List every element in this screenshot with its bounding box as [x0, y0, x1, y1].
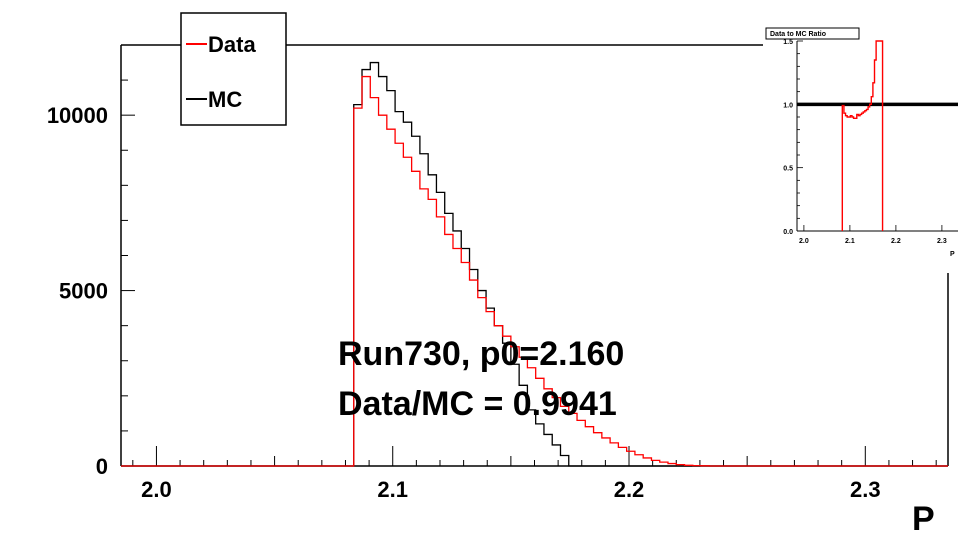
legend-label-mc: MC — [208, 87, 242, 112]
inset-title-box — [765, 27, 860, 40]
inset-x-axis-title: P — [950, 251, 955, 258]
inset-y-tick-label: 0.0 — [783, 229, 793, 236]
inset-background — [763, 25, 958, 273]
inset-title: Data to MC Ratio — [770, 31, 826, 38]
inset-y-tick-label: 0.5 — [783, 166, 793, 173]
x-tick-label: 2.1 — [377, 477, 408, 502]
inset-x-ticks: 2.0 2.1 2.2 2.3 — [799, 225, 947, 245]
inset-ratio-curve — [841, 40, 884, 231]
inset-x-tick-label: 2.1 — [845, 238, 855, 245]
inset-x-tick-label: 2.3 — [937, 238, 947, 245]
y-ticks: 0 5000 10000 — [47, 44, 135, 479]
inset-ratio-plot: Data to MC Ratio 0.00.51.01.5 2.0 2.1 2.2 2… — [763, 25, 958, 273]
series-data-histogram — [121, 75, 948, 467]
series-layer — [121, 61, 948, 467]
inset-x-tick-label: 2.2 — [891, 238, 901, 245]
legend: Data MC — [180, 12, 287, 126]
annotation-ratio: Data/MC = 0.9941 — [338, 385, 617, 423]
x-tick-label: 2.3 — [850, 477, 881, 502]
inset-ratio-layer — [841, 40, 884, 231]
inset-y-tick-label: 1.0 — [783, 102, 793, 109]
annotation-run: Run730, p0=2.160 — [338, 335, 624, 373]
inset-y-ticks: 0.0 0.5 1.0 1.5 — [783, 39, 803, 236]
x-tick-label: 2.0 — [141, 477, 172, 502]
y-tick-label: 10000 — [47, 103, 108, 128]
inset-x-tick-label: 2.0 — [799, 238, 809, 245]
y-tick-label: 0 — [96, 454, 108, 479]
y-tick-label: 5000 — [59, 279, 108, 304]
x-tick-label: 2.2 — [614, 477, 645, 502]
legend-box — [180, 12, 287, 126]
x-ticks: 2.0 2.1 2.2 2.3 — [132, 446, 937, 502]
legend-label-data: Data — [208, 32, 256, 57]
x-axis-title: P — [912, 500, 935, 537]
inset-y-tick-label: 1.5 — [783, 39, 793, 46]
